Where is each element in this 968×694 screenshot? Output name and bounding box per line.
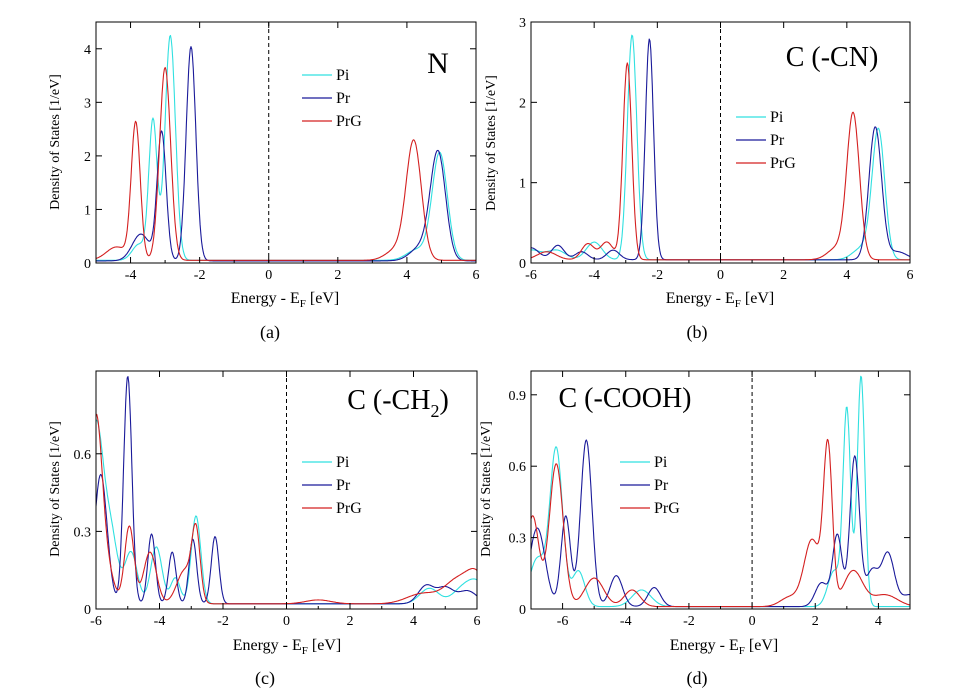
panel-c-legend-label-prg: PrG [336,500,362,517]
panel-b-legend-label-pr: Pr [770,132,785,149]
panel-a-ytick-label: 3 [84,96,91,111]
panel-a: N Energy - EF [eV] (a) Density of States… [48,21,480,343]
panel-a-legend-label-pr: Pr [336,90,351,107]
panel-c-xlabel: Energy - EF [eV] [233,637,341,657]
panel-a-legend-label-pi: Pi [336,67,350,84]
panel-d-ylabel: Density of States [1/eV] [479,421,494,557]
panel-a-ytick-label: 4 [84,43,91,58]
panel-a-xtick-label: 6 [473,268,480,283]
panel-a-xtick-label: 2 [334,268,341,283]
panel-b-xtick-label: 2 [780,268,787,283]
panel-a-ytick-label: 1 [84,203,91,218]
panel-a-xtick-label: -4 [125,268,137,283]
panel-a-ytick-label: 2 [84,150,91,165]
panel-a-caption: (a) [260,322,280,343]
panel-c-xtick-label: 0 [283,614,290,629]
panel-b-legend-label-pi: Pi [770,109,784,126]
panel-b-xtick-label: 6 [907,268,914,283]
panel-d-legend-label-pi: Pi [654,454,668,471]
panel-b-ytick-label: 1 [519,177,526,192]
panel-b-ytick-label: 0 [519,257,526,272]
panel-d-title: C (-COOH) [559,383,692,414]
panel-b-caption: (b) [687,322,708,343]
panel-a-xlabel: Energy - EF [eV] [231,290,339,310]
panel-c-title: C (-CH2) [347,385,449,421]
panel-c-xtick-label: -2 [217,614,229,629]
panel-c-xtick-label: 2 [347,614,354,629]
panel-d-xtick-label: 0 [749,614,756,629]
panel-b-title: C (-CN) [786,42,879,73]
panel-d-ytick-label: 0.9 [509,389,527,404]
panel-b: C (-CN) Energy - EF [eV] (b) Density of … [484,16,914,343]
panel-b-xtick-label: -6 [525,268,537,283]
panel-c: C (-CH2) Energy - EF [eV] (c) Density of… [48,370,481,689]
panel-c-ytick-label: 0.3 [74,525,92,540]
panel-a-xtick-label: -2 [194,268,206,283]
panel-d-xtick-label: 2 [812,614,819,629]
panel-c-ylabel: Density of States [1/eV] [48,421,63,557]
panel-b-ytick-label: 3 [519,16,526,31]
panel-d-xtick-label: 4 [875,614,882,629]
panel-d-xtick-label: -2 [683,614,695,629]
panel-c-xtick-label: 6 [474,614,481,629]
panel-d: C (-COOH) Energy - EF [eV] (d) Density o… [479,370,911,689]
panel-c-ytick-label: 0.6 [74,448,92,463]
panel-b-ylabel: Density of States [1/eV] [484,75,499,211]
panel-d-caption: (d) [687,668,708,689]
panel-c-caption: (c) [255,668,275,689]
panel-c-xtick-label: -6 [90,614,102,629]
panel-c-xtick-label: 4 [410,614,417,629]
panel-d-legend-label-pr: Pr [654,477,669,494]
panel-a-frame [95,21,477,264]
panel-b-xtick-label: -2 [651,268,663,283]
panel-b-ytick-label: 2 [519,96,526,111]
panel-a-ylabel: Density of States [1/eV] [48,74,63,210]
panel-d-xtick-label: -6 [557,614,569,629]
panel-a-xtick-label: 4 [403,268,410,283]
panel-d-xtick-label: -4 [620,614,632,629]
panel-d-ytick-label: 0.3 [509,532,527,547]
panel-b-xtick-label: 4 [843,268,850,283]
panel-b-xtick-label: -4 [588,268,600,283]
panel-c-legend-label-pr: Pr [336,477,351,494]
panel-d-ytick-label: 0.6 [509,460,527,475]
panel-d-legend-label-prg: PrG [654,500,680,517]
panel-a-title: N [427,47,449,80]
panel-d-series-pr [531,439,910,608]
panel-a-ytick-label: 0 [84,257,91,272]
panel-d-ytick-label: 0 [519,603,526,618]
panel-a-series-pr [96,46,476,262]
panel-a-series-prg [96,66,476,261]
panel-c-ytick-label: 0 [84,603,91,618]
panel-c-legend-label-pi: Pi [336,454,350,471]
panel-c-xtick-label: -4 [154,614,166,629]
panel-a-xtick-label: 0 [265,268,272,283]
panel-b-xlabel: Energy - EF [eV] [666,290,774,310]
panel-a-legend-label-prg: PrG [336,113,362,130]
panel-b-legend-label-prg: PrG [770,155,796,172]
panel-b-xtick-label: 0 [717,268,724,283]
panel-d-xlabel: Energy - EF [eV] [670,637,778,657]
